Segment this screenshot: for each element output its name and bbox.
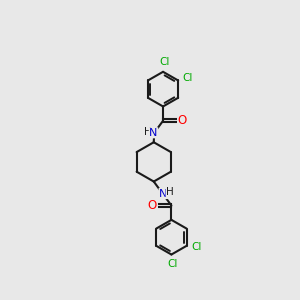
Text: H: H xyxy=(166,188,174,197)
Text: Cl: Cl xyxy=(183,73,193,83)
Text: N: N xyxy=(149,128,158,138)
Text: N: N xyxy=(159,188,167,199)
Text: Cl: Cl xyxy=(167,259,178,269)
Text: O: O xyxy=(148,199,157,212)
Text: Cl: Cl xyxy=(159,57,169,67)
Text: Cl: Cl xyxy=(191,242,202,252)
Text: H: H xyxy=(144,127,152,136)
Text: O: O xyxy=(178,114,187,127)
